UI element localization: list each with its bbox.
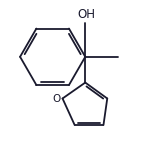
Text: O: O (53, 94, 61, 104)
Text: OH: OH (78, 8, 96, 21)
